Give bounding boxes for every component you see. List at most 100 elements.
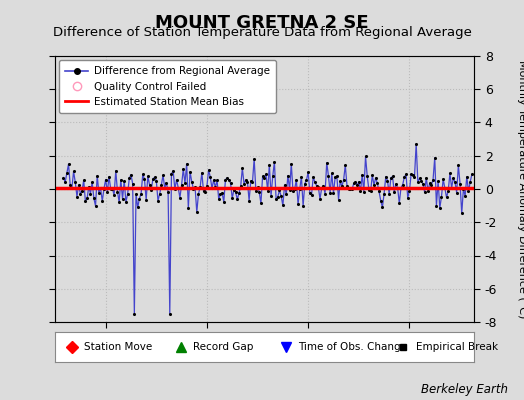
Point	[340, 177, 348, 183]
Point	[128, 180, 137, 187]
Point	[74, 182, 83, 188]
Point	[105, 173, 113, 180]
Point	[329, 190, 337, 196]
Point	[199, 188, 208, 195]
Point	[441, 185, 449, 191]
Point	[117, 177, 125, 183]
Point	[305, 190, 314, 196]
Point	[353, 182, 362, 189]
Point	[446, 170, 454, 176]
Point	[73, 193, 81, 200]
Point	[137, 190, 145, 197]
Legend: Difference from Regional Average, Quality Control Failed, Estimated Station Mean: Difference from Regional Average, Qualit…	[59, 60, 276, 113]
Point	[394, 185, 402, 191]
Point	[59, 174, 68, 181]
Point	[400, 174, 409, 180]
Point	[267, 192, 275, 199]
Point	[66, 182, 74, 188]
Point	[336, 178, 344, 184]
Point	[290, 186, 299, 192]
Point	[388, 173, 397, 180]
Point	[252, 187, 260, 194]
Point	[434, 178, 442, 184]
Point	[456, 180, 464, 187]
Point	[230, 187, 238, 193]
Point	[106, 186, 115, 192]
Point	[159, 172, 167, 178]
Point	[102, 176, 110, 183]
Point	[193, 209, 201, 215]
Point	[314, 184, 322, 190]
Point	[250, 156, 258, 162]
Point	[214, 196, 223, 202]
Point	[138, 171, 147, 178]
Point	[427, 182, 435, 188]
Point	[142, 196, 150, 203]
Point	[454, 162, 463, 168]
Y-axis label: Monthly Temperature Anomaly Difference (°C): Monthly Temperature Anomaly Difference (…	[517, 60, 524, 318]
Point	[461, 193, 470, 199]
Point	[451, 179, 459, 185]
Point	[91, 203, 100, 209]
Point	[140, 176, 149, 182]
Point	[189, 186, 198, 192]
Point	[416, 175, 424, 182]
Point	[316, 196, 324, 202]
Point	[279, 202, 287, 209]
Point	[459, 186, 467, 192]
Point	[64, 161, 73, 167]
Point	[145, 182, 154, 188]
Point	[429, 176, 437, 183]
Point	[372, 175, 380, 181]
Point	[402, 171, 410, 178]
Point	[304, 169, 312, 176]
Point	[378, 204, 387, 210]
Point	[363, 173, 372, 179]
Point	[407, 171, 416, 178]
Point	[115, 199, 123, 206]
Point	[232, 189, 240, 195]
Point	[318, 185, 326, 192]
Point	[449, 175, 457, 182]
Point	[409, 172, 417, 178]
Point	[123, 191, 132, 198]
Point	[120, 178, 128, 184]
Point	[150, 174, 159, 180]
Point	[334, 196, 343, 203]
Point	[164, 189, 172, 195]
Point	[88, 179, 96, 185]
Point	[135, 195, 144, 202]
Point	[179, 166, 188, 172]
Point	[213, 177, 221, 183]
Point	[301, 181, 309, 187]
Point	[262, 171, 270, 178]
Point	[220, 198, 228, 205]
Point	[216, 191, 225, 198]
Point	[359, 188, 368, 195]
Point	[403, 194, 412, 201]
Point	[377, 198, 385, 204]
Point	[225, 177, 233, 183]
Point	[431, 154, 439, 161]
Point	[321, 190, 329, 197]
Point	[238, 165, 247, 172]
Point	[221, 176, 230, 183]
Point	[326, 190, 334, 196]
Point	[453, 189, 461, 196]
Point	[297, 174, 305, 180]
Point	[368, 172, 376, 178]
Point	[296, 186, 304, 192]
Point	[464, 188, 473, 195]
Point	[287, 161, 296, 167]
Point	[184, 205, 192, 211]
Point	[447, 184, 456, 191]
Point	[156, 191, 164, 197]
Point	[417, 178, 425, 184]
Point	[160, 185, 169, 191]
Point	[226, 180, 235, 186]
Point	[432, 202, 441, 209]
Point	[294, 201, 302, 207]
Point	[274, 194, 282, 200]
Point	[397, 184, 405, 191]
Point	[242, 177, 250, 183]
